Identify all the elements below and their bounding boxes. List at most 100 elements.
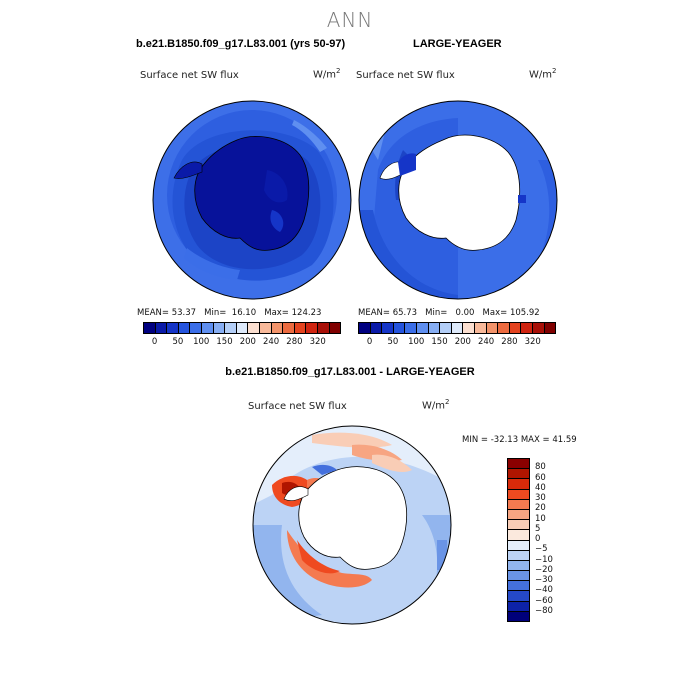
colorbar-swatch (393, 323, 406, 333)
top-right-stats: MEAN= 65.73 Min= 0.00 Max= 105.92 (358, 308, 540, 318)
colorbar-swatch (359, 323, 371, 333)
top-left-stats: MEAN= 53.37 Min= 16.10 Max= 124.23 (137, 308, 322, 318)
colorbar-swatch (508, 469, 529, 480)
colorbar-swatch (532, 323, 545, 333)
top-right-panel-title: Surface net SW flux (356, 70, 455, 81)
colorbar-tick-label: 0 (151, 337, 158, 347)
colorbar-tick-label: 150 (431, 337, 448, 347)
colorbar-swatch (486, 323, 499, 333)
colorbar-tick-label: −80 (535, 605, 553, 616)
colorbar-tick-label: 200 (239, 337, 256, 347)
colorbar-swatch (416, 323, 429, 333)
diff-case-title: b.e21.B1850.f09_g17.L83.001 - LARGE-YEAG… (225, 366, 475, 378)
colorbar-swatch (440, 323, 452, 333)
colorbar-tick-label: 5 (535, 523, 541, 534)
colorbar-swatch (294, 323, 307, 333)
diff-minmax: MIN = -32.13 MAX = 41.59 (462, 435, 577, 445)
colorbar-tick-label: 280 (501, 337, 518, 347)
colorbar-tick-label: 240 (262, 337, 280, 347)
colorbar-swatch (428, 323, 441, 333)
colorbar-tick-label: 100 (408, 337, 425, 347)
top-right-case-title: LARGE-YEAGER (413, 38, 502, 50)
colorbar-tick-label: 80 (535, 462, 546, 473)
colorbar-swatch (508, 550, 529, 561)
colorbar-swatch (259, 323, 272, 333)
colorbar-tick-label: 150 (216, 337, 233, 347)
colorbar-tick-label: 40 (535, 482, 546, 493)
colorbar-tick-label: 50 (387, 337, 399, 347)
diff-panel-title: Surface net SW flux (248, 401, 347, 412)
colorbar-swatch (498, 323, 510, 333)
colorbar-swatch (508, 581, 529, 592)
colorbar-tick-label: 30 (535, 493, 546, 503)
colorbar-swatch (508, 560, 529, 572)
colorbar-swatch (405, 323, 417, 333)
colorbar-swatch (329, 323, 341, 333)
colorbar-swatch (317, 323, 330, 333)
colorbar-swatch (167, 323, 179, 333)
colorbar-swatch (508, 540, 529, 551)
colorbar-swatch (508, 571, 529, 582)
top-left-colorbar (143, 322, 341, 334)
colorbar-swatch (508, 611, 529, 621)
colorbar-swatch (544, 323, 556, 333)
colorbar-swatch (248, 323, 260, 333)
colorbar-swatch (508, 520, 529, 531)
colorbar-swatch (474, 323, 487, 333)
colorbar-tick-label: 60 (535, 472, 546, 483)
colorbar-tick-label: −40 (535, 585, 553, 596)
colorbar-tick-label: 200 (454, 337, 471, 347)
colorbar-swatch (382, 323, 394, 333)
colorbar-tick-label: 320 (524, 337, 541, 347)
top-right-units: W/m2 (529, 67, 557, 81)
colorbar-swatch (508, 489, 529, 500)
colorbar-tick-label: −30 (535, 575, 553, 585)
colorbar-swatch (508, 459, 529, 470)
colorbar-tick-label: 50 (172, 337, 184, 347)
colorbar-swatch (236, 323, 249, 333)
colorbar-swatch (508, 601, 529, 612)
top-left-map (152, 100, 352, 300)
colorbar-tick-label: −10 (535, 554, 553, 565)
colorbar-swatch (225, 323, 237, 333)
top-right-colorbar (358, 322, 556, 334)
colorbar-tick-label: 320 (309, 337, 326, 347)
colorbar-swatch (144, 323, 156, 333)
colorbar-swatch (178, 323, 191, 333)
colorbar-swatch (370, 323, 383, 333)
colorbar-swatch (508, 530, 529, 541)
colorbar-tick-label: 100 (193, 337, 210, 347)
colorbar-swatch (213, 323, 226, 333)
colorbar-tick-label: 240 (477, 337, 495, 347)
colorbar-swatch (508, 591, 529, 602)
colorbar-swatch (463, 323, 475, 333)
colorbar-tick-label: −20 (535, 564, 553, 575)
top-right-map (358, 100, 558, 300)
diff-units: W/m2 (422, 398, 450, 412)
colorbar-swatch (283, 323, 295, 333)
colorbar-swatch (508, 479, 529, 490)
colorbar-swatch (451, 323, 464, 333)
colorbar-swatch (306, 323, 318, 333)
colorbar-swatch (508, 509, 529, 521)
colorbar-swatch (508, 499, 529, 510)
top-left-case-title: b.e21.B1850.f09_g17.L83.001 (yrs 50-97) (136, 38, 346, 50)
colorbar-tick-label: 280 (286, 337, 303, 347)
colorbar-swatch (271, 323, 284, 333)
colorbar-swatch (201, 323, 214, 333)
top-left-units: W/m2 (313, 67, 341, 81)
diff-colorbar (507, 458, 530, 622)
colorbar-swatch (521, 323, 533, 333)
top-right-colorbar-ticks: 0 50 100 150 200 240 280 320 (358, 337, 556, 349)
diff-map (252, 425, 452, 625)
top-left-colorbar-ticks: 0 50 100 150 200 240 280 320 (143, 337, 341, 349)
colorbar-tick-label: 0 (366, 337, 373, 347)
colorbar-swatch (509, 323, 522, 333)
colorbar-tick-label: −5 (535, 544, 548, 555)
colorbar-tick-label: 0 (535, 534, 541, 544)
season-title: ANN (326, 8, 374, 32)
colorbar-tick-label: 20 (535, 503, 546, 514)
colorbar-swatch (190, 323, 202, 333)
colorbar-swatch (155, 323, 168, 333)
colorbar-tick-label: −60 (535, 595, 553, 606)
